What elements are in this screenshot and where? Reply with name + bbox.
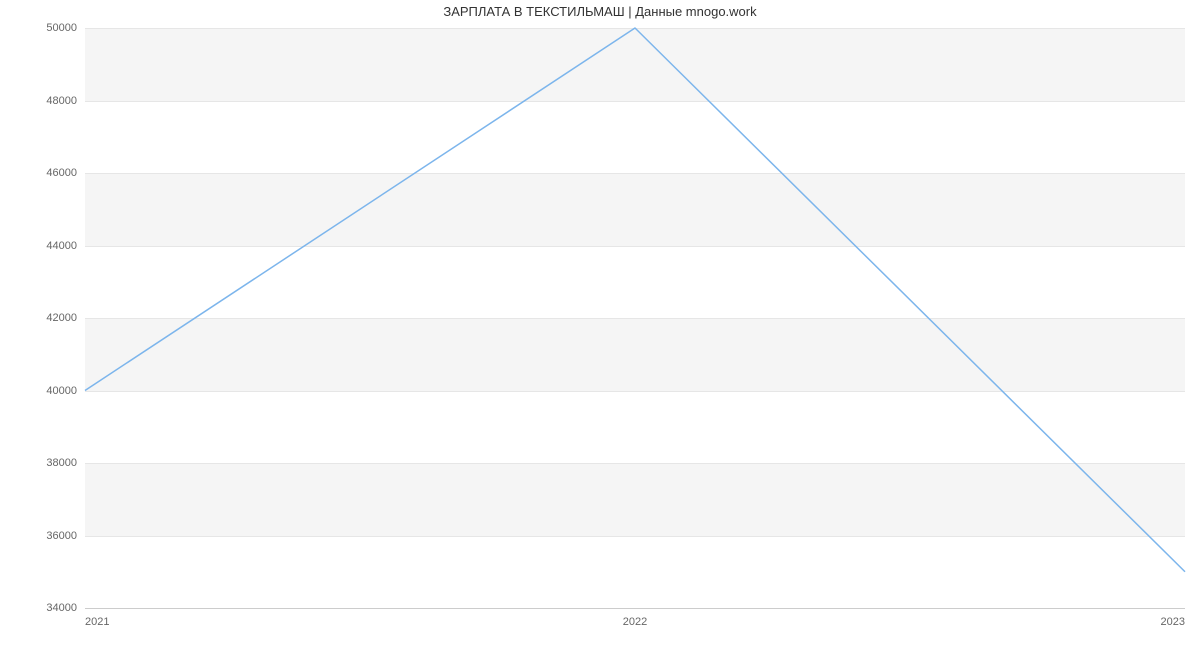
line-layer [85, 28, 1185, 608]
y-tick-label: 36000 [32, 530, 77, 542]
y-tick-label: 42000 [32, 312, 77, 324]
x-tick-label: 2023 [1161, 616, 1185, 628]
y-tick-label: 34000 [32, 602, 77, 614]
y-tick-label: 48000 [32, 95, 77, 107]
x-axis-line [85, 608, 1185, 609]
chart-title: ЗАРПЛАТА В ТЕКСТИЛЬМАШ | Данные mnogo.wo… [0, 4, 1200, 19]
y-tick-label: 44000 [32, 240, 77, 252]
x-tick-label: 2021 [85, 616, 109, 628]
chart-container: ЗАРПЛАТА В ТЕКСТИЛЬМАШ | Данные mnogo.wo… [0, 0, 1200, 650]
x-tick-label: 2022 [623, 616, 647, 628]
series-line-salary [85, 28, 1185, 572]
y-tick-label: 38000 [32, 457, 77, 469]
y-tick-label: 50000 [32, 22, 77, 34]
plot-area: 3400036000380004000042000440004600048000… [85, 28, 1185, 608]
y-tick-label: 40000 [32, 385, 77, 397]
y-tick-label: 46000 [32, 167, 77, 179]
